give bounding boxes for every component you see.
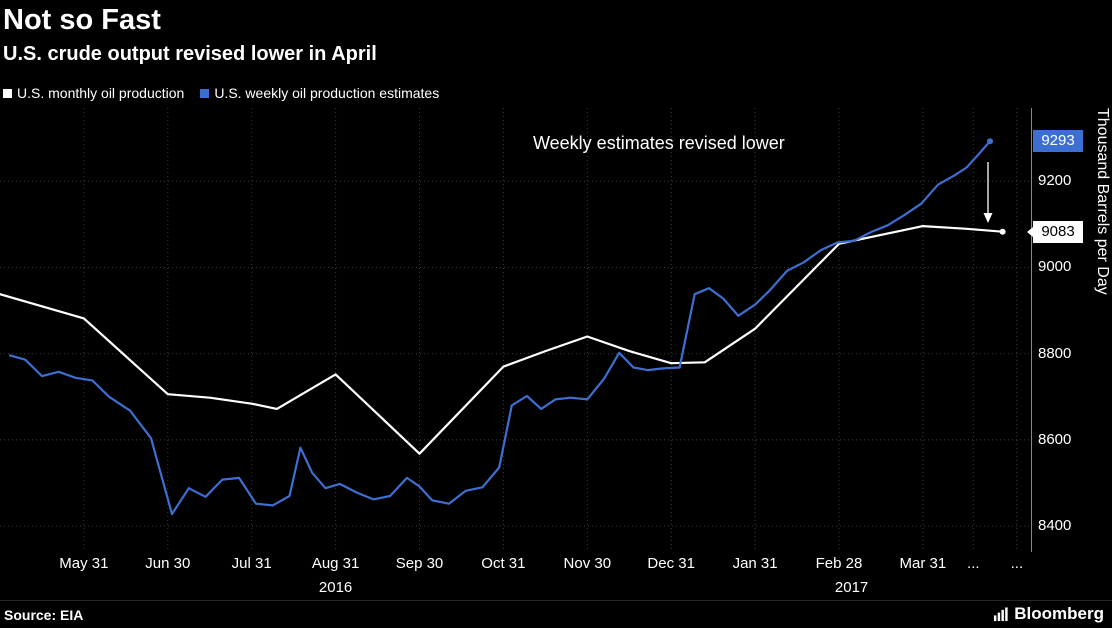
y-tick-label: 9000	[1038, 258, 1072, 276]
series-line-weekly	[9, 140, 992, 516]
footer: Source: EIA Bloomberg	[0, 600, 1112, 628]
x-tick-label: Feb 28	[815, 555, 863, 572]
chart-plot	[0, 108, 1032, 552]
x-tick-label: ...	[967, 555, 980, 572]
y-tick-label: 9200	[1038, 172, 1072, 190]
monthly-value-badge: 9083	[1027, 220, 1083, 243]
x-tick-label: Jun 30	[145, 555, 191, 572]
bloomberg-logo-icon	[994, 606, 1008, 621]
legend-label-weekly: U.S. weekly oil production estimates	[214, 85, 440, 101]
x-axis: May 31 Jun 30 Jul 31 Aug 31 Sep 30 Oct 31 Nov …	[0, 552, 1032, 600]
down-arrow-icon	[983, 162, 993, 223]
legend-label-monthly: U.S. monthly oil production	[17, 85, 185, 101]
x-tick-label: Jan 31	[732, 555, 778, 572]
weekly-series-swatch-icon	[200, 88, 210, 98]
legend-item-weekly: U.S. weekly oil production estimates	[200, 85, 439, 101]
x-tick-label: Dec 31	[647, 555, 695, 572]
x-tick-label: Oct 31	[481, 555, 526, 572]
chart-annotation: Weekly estimates revised lower	[533, 133, 785, 153]
series-end-dot	[999, 228, 1006, 235]
bloomberg-logo: Bloomberg	[1014, 604, 1104, 623]
series-line-monthly	[0, 224, 1004, 455]
y-axis-title: Thousand Barrels per Day	[1094, 108, 1111, 295]
x-tick-label: May 31	[59, 555, 109, 572]
x-year-label: 2016	[318, 579, 353, 596]
x-tick-label: Sep 30	[395, 555, 444, 572]
monthly-series-swatch-icon	[3, 88, 12, 98]
y-axis: 9200 9000 8800 8600 8400	[1038, 108, 1090, 552]
chart-title: Not so Fast	[3, 4, 161, 36]
bloomberg-brand: Bloomberg	[993, 604, 1104, 624]
y-tick-label: 8600	[1038, 430, 1072, 448]
legend-item-monthly: U.S. monthly oil production	[3, 85, 184, 101]
x-tick-label: ...	[1010, 555, 1024, 572]
y-tick-label: 8800	[1038, 344, 1072, 362]
x-tick-label: Jul 31	[231, 555, 272, 572]
chart-subtitle: U.S. crude output revised lower in April	[3, 43, 377, 65]
source-label: Source: EIA	[4, 607, 84, 623]
x-tick-label: Mar 31	[899, 555, 947, 572]
series-end-dot	[987, 138, 993, 145]
x-tick-label: Nov 30	[563, 555, 612, 572]
weekly-value-badge: 9293	[1033, 130, 1083, 153]
chart-legend: U.S. monthly oil production U.S. weekly …	[3, 85, 439, 101]
x-tick-label: Aug 31	[311, 555, 360, 572]
x-year-label: 2017	[834, 579, 869, 596]
y-tick-label: 8400	[1038, 517, 1072, 535]
